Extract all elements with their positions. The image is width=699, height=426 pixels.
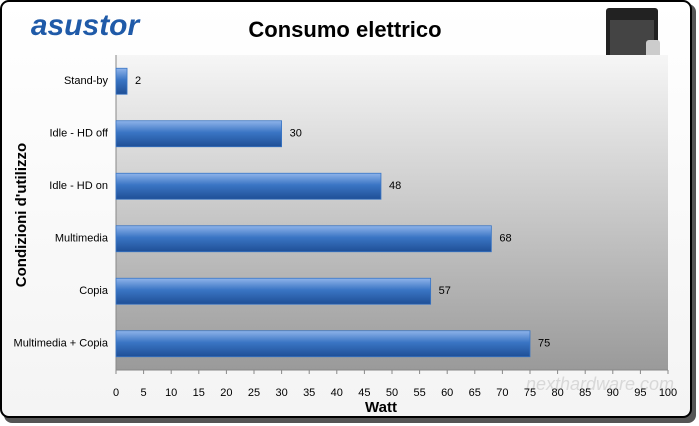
device-image [606,8,660,74]
y-tick-label: Idle - HD off [50,128,109,140]
x-tick-label: 30 [275,387,287,399]
x-tick-label: 45 [358,387,370,399]
data-label: 57 [439,285,451,297]
x-tick-label: 65 [469,387,481,399]
x-tick-label: 15 [193,387,205,399]
x-tick-label: 70 [496,387,508,399]
chart-title: Consumo elettrico [248,17,441,42]
x-tick-label: 90 [607,387,619,399]
logo: asustor [31,9,142,42]
x-tick-label: 40 [331,387,343,399]
y-tick-label: Multimedia + Copia [14,338,109,350]
x-tick-label: 95 [634,387,646,399]
y-tick-label: Multimedia [55,233,109,245]
x-tick-label: 5 [141,387,147,399]
data-label: 48 [389,180,401,192]
watermark: nexthardware.com [526,374,674,394]
x-tick-label: 55 [413,387,425,399]
bar [115,172,382,200]
bar [115,67,128,95]
x-tick-label: 35 [303,387,315,399]
x-tick-label: 80 [551,387,563,399]
data-label: 75 [538,338,550,350]
data-label: 68 [499,233,511,245]
bar [115,225,492,253]
x-tick-label: 100 [659,387,677,399]
x-tick-label: 75 [524,387,536,399]
bar [115,120,283,148]
x-axis-label: Watt [365,399,397,416]
bar [115,277,432,305]
x-tick-label: 10 [165,387,177,399]
y-axis-label: Condizioni d'utilizzo [13,143,30,287]
x-tick-label: 20 [220,387,232,399]
x-tick-label: 25 [248,387,260,399]
x-tick-label: 85 [579,387,591,399]
x-tick-label: 50 [386,387,398,399]
plot-area [116,55,668,370]
x-tick-label: 60 [441,387,453,399]
x-tick-label: 0 [113,387,119,399]
y-tick-label: Stand-by [64,75,109,87]
data-label: 2 [135,75,141,87]
y-tick-label: Idle - HD on [49,180,108,192]
bar [115,330,531,358]
y-tick-label: Copia [79,285,109,297]
data-label: 30 [290,128,302,140]
